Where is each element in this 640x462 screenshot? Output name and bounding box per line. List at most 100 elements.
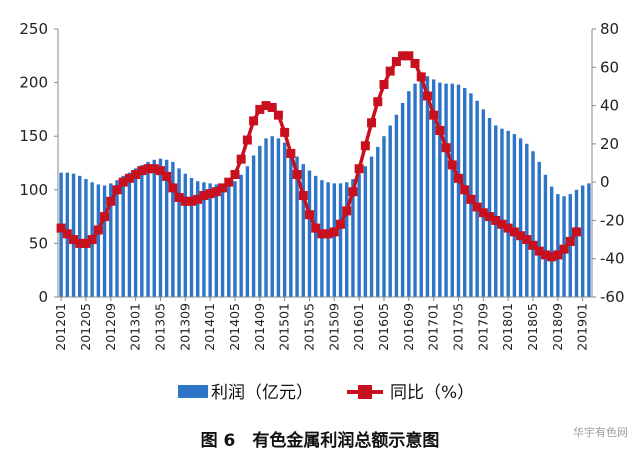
x-tick-label: 201709 — [475, 303, 490, 351]
profit-bar — [388, 125, 392, 297]
left-tick-label: 150 — [19, 127, 48, 145]
yoy-point — [242, 135, 252, 145]
profit-bar — [382, 136, 386, 297]
x-tick-label: 201305 — [152, 303, 167, 351]
profit-bar — [444, 83, 448, 297]
profit-bar — [481, 109, 486, 298]
yoy-point — [93, 225, 103, 235]
profit-bar — [525, 143, 529, 297]
yoy-point — [385, 66, 395, 76]
yoy-point — [56, 223, 66, 233]
profit-bar — [413, 83, 417, 297]
profit-bar — [556, 194, 560, 297]
yoy-point — [491, 215, 501, 225]
right-tick-label: -40 — [600, 250, 625, 268]
profit-bar — [202, 182, 206, 297]
yoy-point — [87, 235, 97, 245]
yoy-point — [224, 177, 234, 187]
profit-bar — [400, 102, 405, 297]
profit-bar — [580, 185, 585, 297]
legend-line-marker — [358, 385, 372, 399]
profit-bar — [189, 178, 194, 297]
profit-bar — [264, 138, 268, 297]
profit-bar — [518, 138, 523, 297]
profit-bar — [183, 173, 187, 297]
yoy-point — [342, 206, 352, 216]
yoy-point — [367, 118, 377, 128]
x-tick-label: 201309 — [177, 303, 192, 351]
right-tick-label: 40 — [600, 97, 619, 115]
profit-bar — [394, 114, 399, 297]
profit-bar — [357, 173, 361, 297]
yoy-point — [292, 169, 302, 179]
profit-bar — [152, 159, 156, 297]
profit-bar — [84, 179, 88, 297]
yoy-point — [236, 154, 246, 164]
x-tick-label: 201209 — [103, 303, 118, 351]
yoy-point — [112, 185, 122, 195]
yoy-point — [143, 164, 153, 174]
profit-bar — [506, 130, 510, 297]
profit-bar — [313, 175, 318, 297]
yoy-point — [460, 185, 470, 195]
yoy-point — [547, 252, 557, 262]
profit-bar — [295, 156, 299, 297]
profit-bar — [332, 183, 337, 297]
yoy-point — [373, 97, 383, 107]
yoy-point — [211, 187, 221, 197]
profit-bar — [587, 183, 591, 297]
yoy-point — [404, 51, 414, 61]
yoy-point — [131, 169, 141, 179]
profit-bar — [425, 76, 430, 297]
profit-bar — [345, 182, 349, 297]
profit-bar — [146, 161, 150, 297]
yoy-point — [466, 194, 476, 204]
yoy-point — [516, 231, 526, 241]
profit-bar — [177, 168, 181, 297]
right-tick-label: 0 — [600, 173, 610, 191]
profit-bars — [59, 76, 591, 298]
profit-bar — [208, 183, 212, 297]
x-tick-label: 201201 — [53, 303, 68, 351]
left-tick-label: 200 — [19, 74, 48, 92]
yoy-point — [553, 250, 563, 260]
profit-bar — [301, 164, 305, 297]
profit-bar — [338, 183, 343, 297]
yoy-point — [429, 110, 439, 120]
yoy-point — [528, 240, 538, 250]
x-axis: 201201 201205 201209 201301 201305 201309 2014… — [53, 297, 590, 351]
profit-bar — [500, 128, 504, 297]
x-tick-label: 201501 — [277, 303, 292, 351]
profit-bar — [282, 142, 287, 297]
yoy-point — [267, 102, 277, 112]
yoy-point — [534, 246, 544, 256]
profit-bar — [78, 175, 82, 297]
yoy-point — [348, 187, 358, 197]
right-tick-label: 80 — [600, 20, 619, 38]
x-tick-label: 201609 — [401, 303, 416, 351]
yoy-point — [149, 164, 159, 174]
profit-bar — [289, 149, 293, 297]
legend-line-label: 同比（%） — [390, 383, 474, 403]
x-tick-label: 201801 — [500, 303, 515, 351]
yoy-point — [180, 196, 190, 206]
yoy-point — [280, 127, 290, 137]
legend-bar-label: 利润（亿元） — [211, 383, 313, 403]
profit-bar — [326, 182, 330, 297]
profit-bar — [227, 184, 231, 297]
yoy-point — [435, 125, 445, 135]
right-tick-label: -60 — [600, 288, 625, 306]
yoy-line — [56, 51, 581, 262]
yoy-point — [174, 192, 184, 202]
yoy-point — [354, 164, 364, 174]
yoy-point — [230, 169, 240, 179]
profit-bar — [251, 155, 256, 297]
yoy-point — [155, 166, 165, 176]
plot-frame — [57, 29, 593, 298]
profit-bar — [456, 84, 461, 298]
profit-bar — [531, 151, 535, 297]
yoy-point — [522, 235, 532, 245]
profit-bar — [351, 179, 355, 297]
yoy-point — [298, 191, 308, 201]
